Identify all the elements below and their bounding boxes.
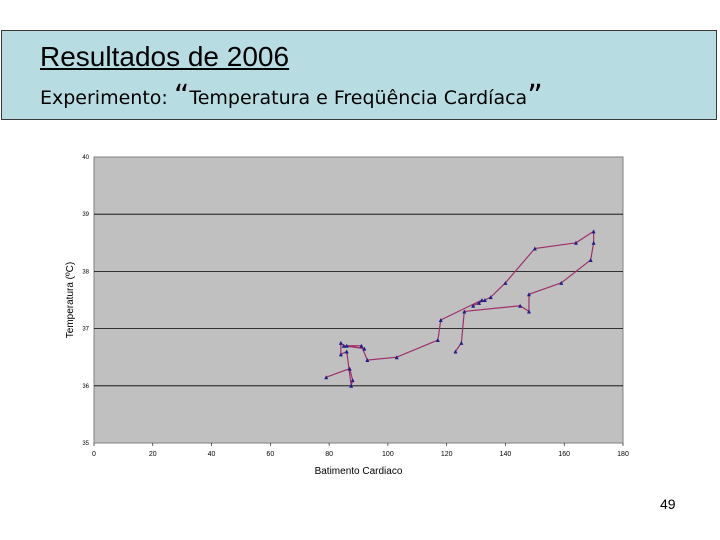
data-point: [453, 349, 458, 354]
x-axis-label: Batimento Cardiaco: [315, 466, 403, 477]
open-quote: “: [173, 79, 190, 114]
data-point: [532, 246, 537, 251]
data-point: [573, 240, 578, 245]
data-point: [362, 346, 367, 351]
close-quote: ”: [527, 79, 543, 114]
data-point: [526, 309, 531, 314]
data-point: [503, 280, 508, 285]
slide-title: Resultados de 2006: [40, 41, 290, 72]
x-tick-label: 180: [617, 451, 629, 458]
x-tick-label: 100: [382, 451, 394, 458]
x-tick-label: 40: [208, 451, 216, 458]
data-point: [338, 352, 343, 357]
data-point: [459, 340, 464, 345]
data-point: [349, 383, 354, 388]
y-tick-label: 38: [82, 269, 89, 275]
data-point: [559, 280, 564, 285]
x-tick-label: 160: [558, 451, 570, 458]
data-point: [344, 349, 349, 354]
data-point: [394, 355, 399, 360]
data-point: [462, 309, 467, 314]
data-point: [518, 303, 523, 308]
data-point: [482, 298, 487, 302]
data-point: [438, 318, 443, 323]
gridlines: [94, 213, 623, 387]
data-point: [350, 378, 355, 383]
data-point: [588, 257, 593, 262]
subtitle-text: Temperatura e Freqüência Cardíaca: [189, 87, 528, 109]
y-tick-label: 35: [82, 441, 89, 447]
x-tick-label: 60: [266, 451, 274, 458]
x-tick-label: 140: [500, 451, 512, 458]
data-point: [476, 300, 481, 305]
data-point: [324, 375, 329, 380]
data-point: [591, 240, 596, 245]
data-point: [359, 343, 364, 348]
slide-subtitle: Experimento: “Temperatura e Freqüência Ca…: [40, 79, 543, 114]
y-tick-label: 40: [82, 155, 89, 161]
x-axis-ticks: 0 20 40 60 80 100 120 140 160 180: [92, 443, 629, 458]
plot-area: [93, 156, 624, 444]
y-tick-label: 39: [82, 212, 89, 218]
y-tick-label: 37: [82, 327, 89, 333]
data-point: [479, 298, 484, 302]
title-box: Resultados de 2006 Experimento: “Temperat…: [1, 30, 717, 120]
data-point: [435, 338, 440, 343]
y-axis-ticks: 35 36 37 38 39 40: [82, 155, 89, 447]
x-tick-label: 120: [441, 451, 453, 458]
data-point: [471, 303, 476, 308]
data-point: [338, 340, 343, 345]
data-point: [526, 292, 531, 297]
x-tick-label: 80: [325, 451, 333, 458]
y-axis-label: Temperatura (ºC): [65, 262, 76, 338]
data-point: [591, 229, 596, 234]
x-tick-label: 0: [92, 451, 96, 458]
x-tick-label: 20: [149, 451, 157, 458]
page-number: 49: [660, 496, 676, 512]
data-point: [341, 343, 346, 348]
data-point: [347, 366, 352, 371]
series-markers: [324, 229, 596, 388]
data-point: [488, 295, 493, 300]
y-tick-label: 36: [82, 384, 89, 390]
data-point: [365, 358, 370, 363]
subtitle-label: Experimento:: [40, 87, 168, 109]
data-point: [344, 343, 349, 348]
